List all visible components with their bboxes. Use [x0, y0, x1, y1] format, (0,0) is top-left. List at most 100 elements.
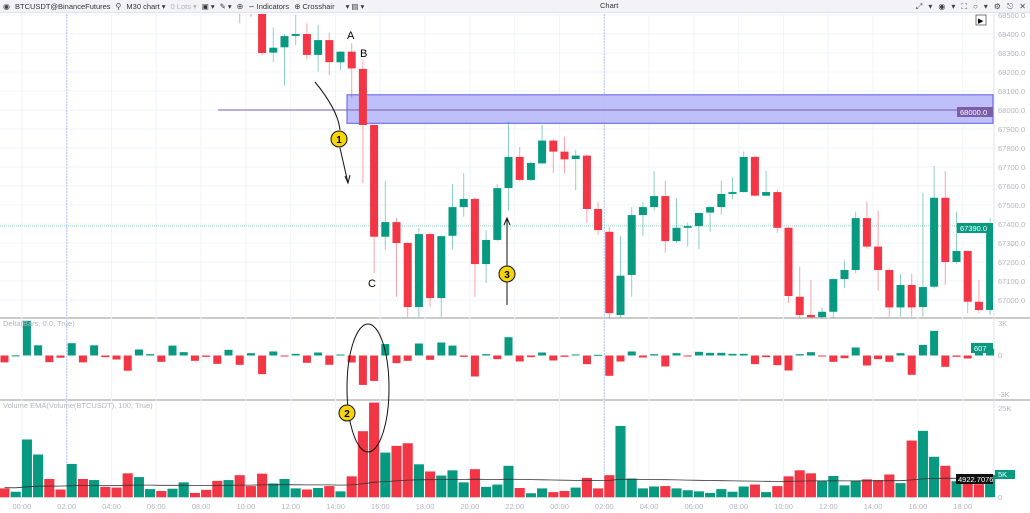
- layout-button[interactable]: ▾ ▤ ▾: [346, 2, 365, 11]
- time-tick-label: 18:00: [953, 502, 972, 511]
- candle-down: [426, 232, 435, 307]
- delta-bar: [661, 355, 670, 367]
- volume-badge: 5K: [995, 470, 1015, 479]
- gear-icon[interactable]: ⚙: [993, 2, 1001, 11]
- interval-dropdown[interactable]: M30 chart ▾: [126, 2, 165, 11]
- candle-down: [885, 268, 894, 317]
- delta-bar: [750, 355, 759, 365]
- candle-body: [258, 14, 267, 54]
- volume-bar: [267, 482, 279, 498]
- delta-bar: [314, 352, 323, 356]
- chevron-down-icon[interactable]: ▾: [951, 2, 956, 11]
- volume-bar: [547, 491, 559, 498]
- volume-bar: [637, 487, 649, 498]
- candle-body: [784, 227, 793, 297]
- pin-icon[interactable]: ⎋: [1006, 1, 1014, 11]
- candle-body: [515, 156, 524, 180]
- delta-bar: [672, 353, 681, 356]
- arrowhead-icon: [344, 174, 351, 185]
- volume-bar: [872, 479, 884, 498]
- camera-icon[interactable]: ◉: [938, 2, 946, 11]
- up-arrow: [503, 216, 511, 305]
- time-tick-label: 00:00: [550, 502, 569, 511]
- volume-bar: [323, 485, 335, 498]
- volume-bar: [738, 485, 750, 498]
- candle-body: [706, 207, 715, 213]
- candle-body: [650, 196, 659, 208]
- chevron-down-icon[interactable]: ▾: [983, 2, 988, 11]
- supply-zone[interactable]: [218, 94, 994, 124]
- candle-body: [638, 207, 647, 216]
- fullscreen-icon[interactable]: ⛶: [961, 1, 967, 11]
- delta-bar: [784, 355, 793, 371]
- symbol-label[interactable]: BTCUSDT@BinanceFutures: [14, 1, 111, 11]
- volume-bar: [805, 472, 817, 498]
- template-button[interactable]: ▣ ▾: [202, 2, 215, 11]
- candle-body: [302, 34, 311, 55]
- volume-bar: [413, 463, 425, 498]
- time-tick-label: 16:00: [909, 502, 928, 511]
- volume-bar: [21, 438, 33, 498]
- time-tick-label: 18:00: [416, 502, 435, 511]
- volume-bar: [749, 484, 761, 498]
- volume-bar: [32, 454, 44, 498]
- candle-body: [963, 250, 972, 302]
- delta-bar: [482, 354, 491, 356]
- time-tick-label: 02:00: [57, 502, 76, 511]
- indicators-button[interactable]: ∽ Indicators: [248, 2, 289, 11]
- time-tick-label: 10:00: [774, 502, 793, 511]
- volume-bar: [245, 485, 257, 498]
- price-tick-label: 67600.0: [998, 182, 1025, 191]
- crosshair-button[interactable]: ⊕ Crosshair: [294, 2, 334, 11]
- price-tick-label: 68000.0: [998, 106, 1025, 115]
- candle-up: [448, 184, 457, 250]
- search-icon[interactable]: ⚲: [115, 1, 122, 11]
- price-tick-label: 68400.0: [998, 30, 1025, 39]
- candle-body: [862, 218, 871, 247]
- candle-down: [325, 32, 334, 76]
- drawing-button[interactable]: ✎ ▾: [220, 2, 232, 11]
- delta-bar: [930, 330, 939, 356]
- volume-axis-25k: 25K: [998, 404, 1011, 413]
- price-tick-label: 68100.0: [998, 87, 1025, 96]
- volume-pane: [0, 402, 996, 498]
- circle-icon[interactable]: ○: [972, 2, 978, 11]
- price-tick-label: 67300.0: [998, 239, 1025, 248]
- close-icon[interactable]: ✕: [1019, 2, 1026, 11]
- candle-body: [459, 198, 468, 208]
- go-to-realtime-button[interactable]: ▶: [975, 14, 987, 26]
- volume-bar: [424, 470, 436, 498]
- zoom-icon[interactable]: ⊕: [236, 1, 244, 11]
- price-tick-label: 68300.0: [998, 49, 1025, 58]
- candle-body: [414, 234, 423, 308]
- volume-bar: [715, 488, 727, 498]
- volume-bar: [43, 478, 55, 498]
- delta-bar: [862, 355, 871, 366]
- lots-dropdown[interactable]: 0 Lots ▾: [171, 2, 197, 11]
- time-tick-label: 08:00: [729, 502, 748, 511]
- ema-badge-text: 4922.7076: [958, 475, 993, 484]
- lots-label: 0 Lots: [170, 1, 191, 11]
- collapse-icon[interactable]: ⤢: [915, 1, 923, 11]
- marker-3: 3: [498, 265, 516, 283]
- chevron-down-icon: ▾: [345, 1, 350, 11]
- volume-bar: [446, 469, 459, 498]
- delta-bar: [347, 355, 356, 363]
- candle-down: [470, 197, 479, 297]
- delta-bar: [493, 355, 502, 360]
- marker-1: 1: [330, 130, 348, 148]
- volume-bar: [491, 484, 503, 498]
- candle-up: [504, 121, 513, 211]
- candle-body: [314, 40, 323, 55]
- volume-bar: [648, 485, 660, 498]
- candle-up: [526, 161, 535, 182]
- chevron-down-icon: ▾: [227, 1, 232, 11]
- price-tick-label: 67900.0: [998, 125, 1025, 134]
- candle-body: [874, 246, 883, 270]
- candle-body: [627, 215, 636, 275]
- candle-body: [482, 239, 491, 265]
- chevron-down-icon[interactable]: ▾: [928, 2, 933, 11]
- delta-bar: [896, 353, 905, 356]
- candle-down: [302, 23, 311, 60]
